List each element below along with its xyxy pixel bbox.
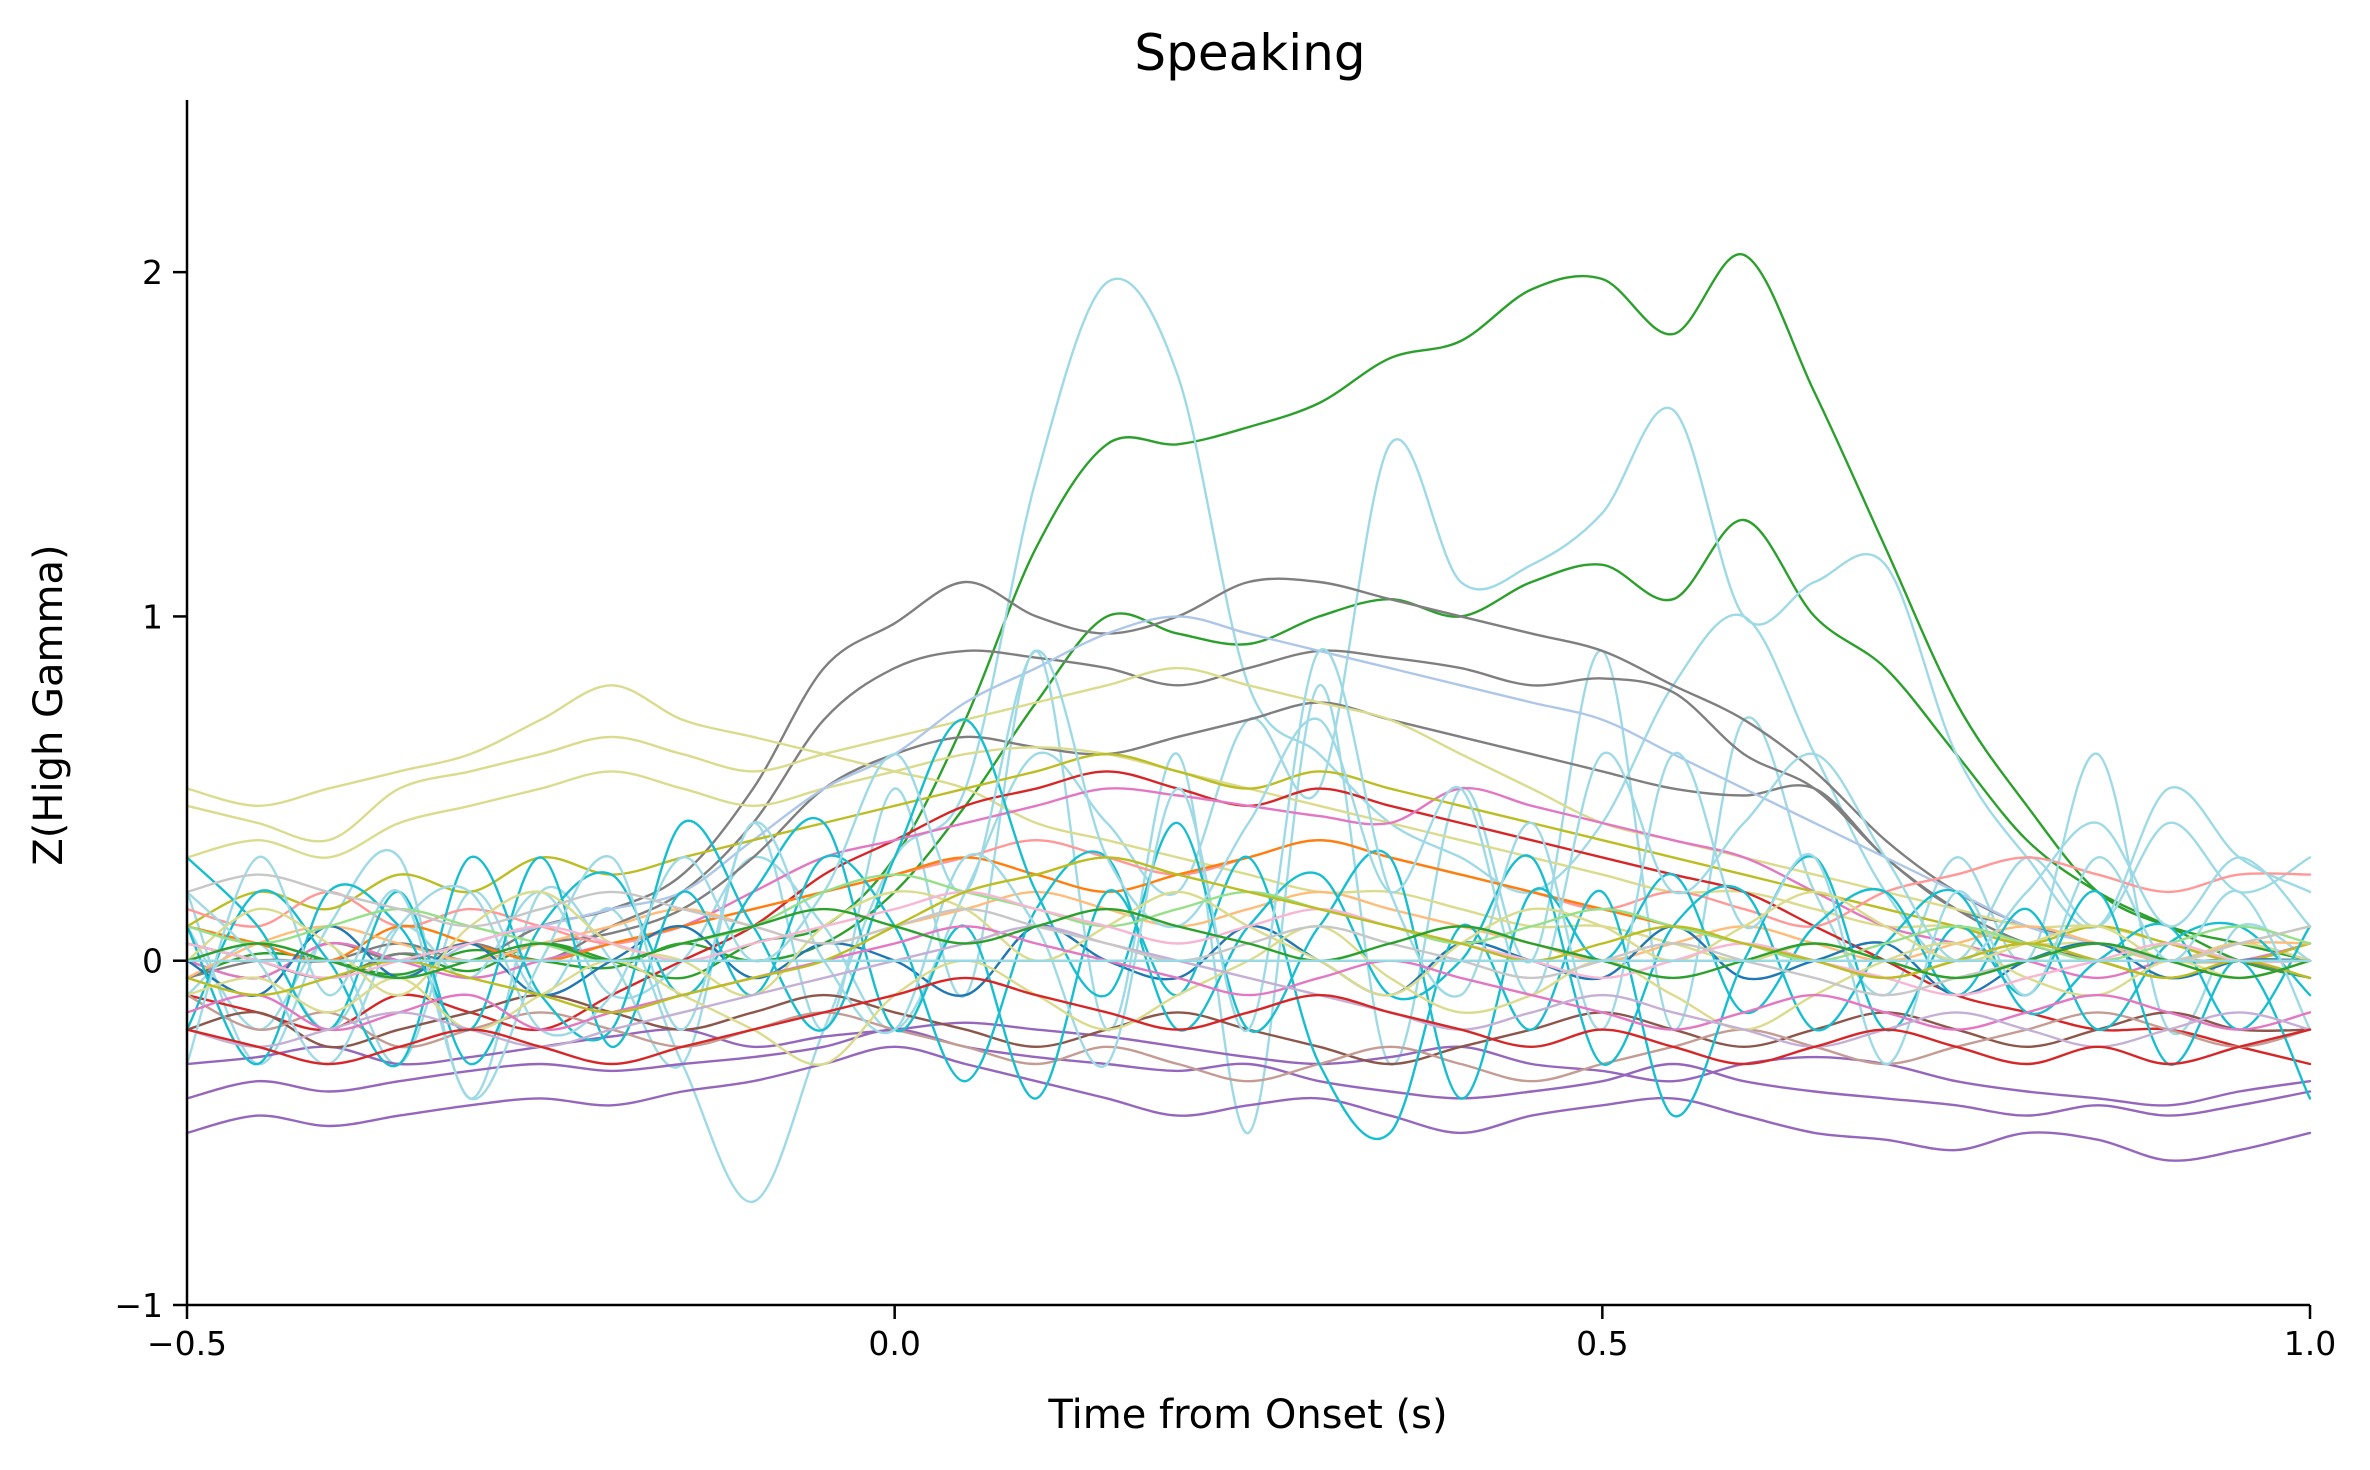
x-tick-label-3: 1.0 [2284,1324,2336,1363]
y-tick-label-1: 0 [142,942,163,981]
traces-group [185,253,2312,1203]
series-line-0 [185,253,2312,980]
chart-title: Speaking [1134,24,1365,82]
series-line-3 [185,406,2312,1031]
x-ticks-group: −0.5 0.0 0.5 1.0 [147,1305,2336,1363]
y-tick-label-3: 2 [142,253,163,292]
y-tick-label-0: −1 [114,1286,163,1325]
x-tick-label-1: 0.0 [868,1324,920,1363]
x-tick-label-0: −0.5 [147,1324,227,1363]
series-line-2 [185,277,2312,1203]
series-line-38 [185,907,2312,980]
series-line-31 [185,925,2312,1032]
y-tick-label-2: 1 [142,597,163,636]
series-line-16 [185,1045,2312,1162]
y-axis-label: Z(High Gamma) [26,544,72,865]
series-line-9 [185,666,2312,964]
series-line-24 [185,816,2312,1141]
series-line-27 [185,647,2312,1101]
series-line-28 [185,649,2312,1066]
series-line-29 [185,890,2312,997]
series-line-37 [185,976,2312,1066]
series-line-17 [185,1028,2312,1117]
axes-group [185,100,2310,1307]
series-line-34 [185,890,2312,997]
x-axis-label: Time from Onset (s) [1047,1392,1447,1438]
x-tick-label-2: 0.5 [1576,1324,1628,1363]
y-ticks-group: −1 0 1 2 [114,253,187,1325]
